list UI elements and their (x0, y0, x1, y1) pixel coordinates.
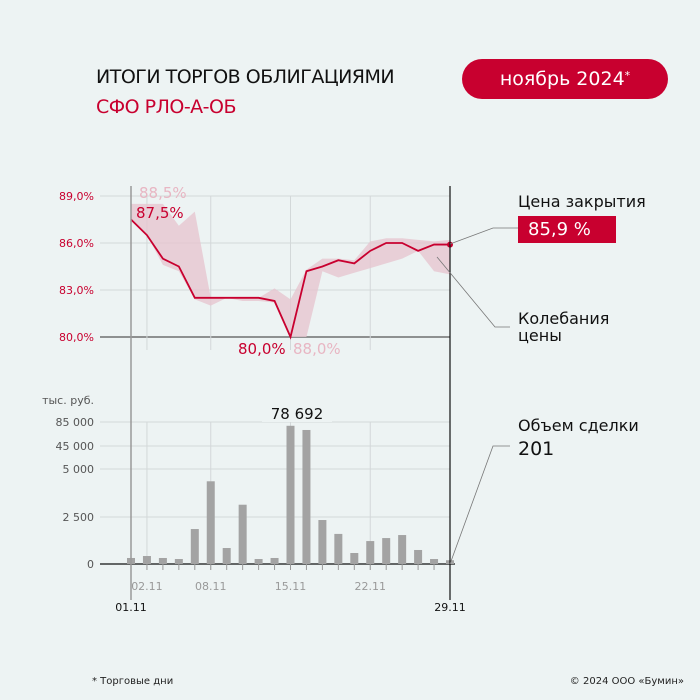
price-annotation: 80,0% (238, 340, 286, 358)
peak-label-bg (262, 402, 332, 422)
footnote: * Торговые дни (92, 676, 174, 687)
volume-bar (334, 533, 343, 564)
price-tick-label: 80,0% (59, 331, 94, 344)
date-tick-label: 08.11 (195, 580, 227, 593)
price-range-title: Колебания цены (518, 309, 610, 345)
volume-tick-label: 5 000 (63, 463, 95, 476)
price-range-band (131, 203, 450, 337)
period-badge: ноябрь 2024 * (462, 59, 668, 99)
period-label: ноябрь 2024 (499, 68, 625, 90)
volume-bar (158, 557, 167, 564)
volume-bar (190, 529, 199, 564)
date-tick-label: 22.11 (355, 580, 387, 593)
volume-tick-label: 45 000 (56, 440, 95, 453)
price-annotation: 88,0% (293, 340, 341, 358)
price-tick-label: 89,0% (59, 190, 94, 203)
range-leader-line (436, 256, 510, 328)
volume-bar (382, 538, 391, 564)
close-price-line (130, 218, 450, 340)
copyright: © 2024 ООО «Бумин» (569, 676, 684, 687)
volume-bar (398, 535, 407, 564)
volume-value: 201 (518, 438, 555, 460)
volume-bar (222, 548, 231, 564)
volume-title: Объем сделки (518, 416, 639, 435)
close-price-title: Цена закрытия (518, 192, 646, 211)
volume-bar (174, 559, 183, 564)
volume-bar (238, 504, 247, 564)
volume-bar (414, 549, 423, 564)
price-tick-label: 83,0% (59, 284, 94, 297)
volume-bar (430, 559, 439, 564)
peak-volume-label: 78 692 (271, 405, 324, 423)
volume-bar (366, 541, 375, 564)
volume-bar (206, 481, 215, 564)
period-mark: * (624, 68, 631, 82)
volume-tick-label: 85 000 (56, 416, 95, 429)
volume-bar (318, 520, 327, 564)
volume-bar (286, 425, 295, 564)
start-date-label: 01.11 (115, 601, 147, 614)
volume-tick-label: 2 500 (63, 511, 95, 524)
end-date-label: 29.11 (434, 601, 466, 614)
volume-bar (142, 556, 151, 564)
page-title: ИТОГИ ТОРГОВ ОБЛИГАЦИЯМИ (96, 66, 395, 88)
date-tick-label: 15.11 (275, 580, 307, 593)
page-subtitle: СФО РЛО-А-ОБ (96, 96, 237, 118)
volume-bar (350, 553, 359, 564)
volume-leader-line (449, 445, 510, 565)
price-tick-label: 86,0% (59, 237, 94, 250)
price-annotation: 87,5% (136, 204, 184, 222)
price-annotation: 88,5% (139, 184, 187, 202)
close-price-value: 85,9 % (518, 216, 616, 243)
volume-bar (270, 557, 279, 564)
volume-tick-label: 0 (87, 558, 94, 571)
close-leader-line (449, 227, 518, 245)
volume-bar (254, 559, 263, 564)
volume-unit-label: тыс. руб. (42, 394, 94, 407)
volume-bar (302, 429, 311, 564)
date-tick-label: 02.11 (131, 580, 163, 593)
